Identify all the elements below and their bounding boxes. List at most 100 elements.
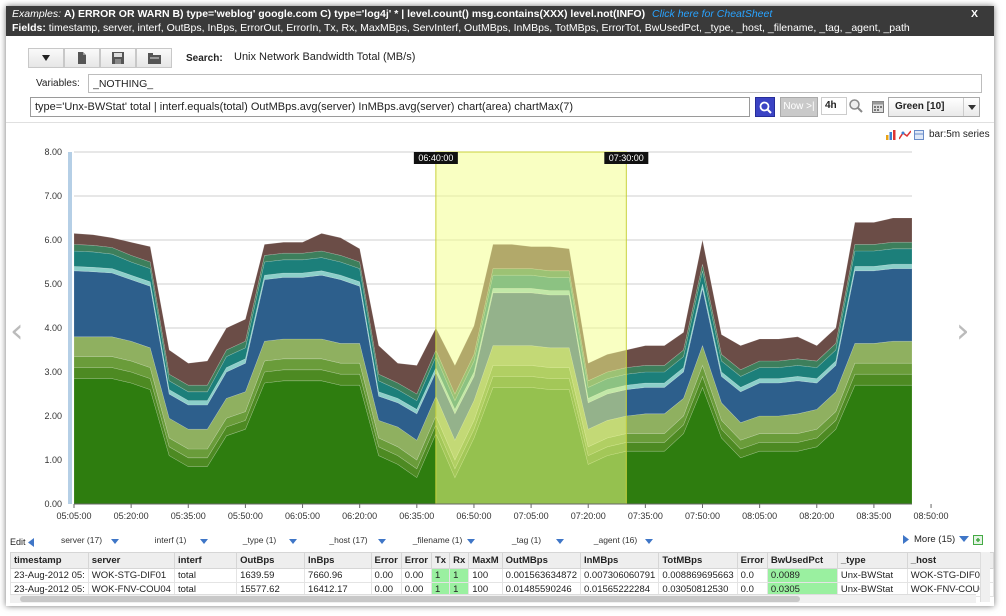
- column-header[interactable]: OutMBps: [501, 552, 581, 569]
- x-tick-label: 05:05:00: [56, 511, 91, 521]
- toolbar: [28, 48, 172, 72]
- table-cell: 1: [430, 568, 451, 583]
- table-row[interactable]: 23-Aug-2012 05: WOK-STG-DIF01 total 1639.59…: [10, 568, 994, 583]
- time-range-input[interactable]: 4h: [821, 97, 847, 115]
- table-cell: 0.0: [736, 568, 768, 583]
- data-table: timestamp server interf OutBps InBps Error Err…: [10, 552, 994, 597]
- table-cell: 100: [468, 568, 503, 583]
- table-cell: 0.00: [400, 568, 433, 583]
- x-tick-label: 06:05:00: [285, 511, 320, 521]
- column-header[interactable]: InBps: [304, 552, 372, 569]
- column-filter-dropdown[interactable]: _tag (1): [489, 535, 578, 545]
- column-header[interactable]: InMBps: [579, 552, 660, 569]
- chart-tools: bar:5m series: [886, 129, 990, 140]
- search-button[interactable]: [755, 97, 775, 117]
- column-filter-dropdown[interactable]: _type (1): [222, 535, 311, 545]
- cheatsheet-link[interactable]: Click here for CheatSheet: [652, 8, 773, 20]
- column-filter-dropdown[interactable]: _filename (1): [400, 535, 489, 545]
- area-chart[interactable]: 0.00 1.00 2.00 3.00 4.00 5.00 6.00 7.00 8.00 06:4…: [6, 146, 994, 526]
- bar-chart-icon[interactable]: [886, 129, 896, 140]
- search-label: Search:: [186, 53, 223, 64]
- scrollbar-thumb[interactable]: [20, 596, 800, 602]
- zoom-icon[interactable]: [848, 98, 864, 114]
- save-button[interactable]: [100, 48, 136, 68]
- table-icon[interactable]: [914, 129, 924, 140]
- column-header[interactable]: Error: [370, 552, 402, 569]
- more-columns-label[interactable]: More (15): [914, 534, 956, 545]
- column-header[interactable]: BwUsedPct: [766, 552, 838, 569]
- table-cell: 0.001563634872: [501, 568, 581, 583]
- column-header[interactable]: Rx: [449, 552, 470, 569]
- menu-dropdown-button[interactable]: [28, 48, 64, 68]
- column-header[interactable]: TotMBps: [658, 552, 738, 569]
- y-tick-label: 7.00: [44, 191, 62, 201]
- y-tick-label: 6.00: [44, 235, 62, 245]
- search-title: Unix Network Bandwidth Total (MB/s): [234, 51, 416, 63]
- y-tick-label: 1.00: [44, 455, 62, 465]
- x-tick-label: 06:35:00: [399, 511, 434, 521]
- export-icon[interactable]: [973, 534, 984, 545]
- column-header[interactable]: Error: [400, 552, 433, 569]
- calendar-icon[interactable]: [872, 101, 884, 113]
- line-chart-icon[interactable]: [899, 130, 911, 140]
- x-tick-label: 08:20:00: [799, 511, 834, 521]
- column-header[interactable]: MaxM: [468, 552, 503, 569]
- vertical-scrollbar[interactable]: [980, 552, 990, 602]
- column-header[interactable]: interf: [173, 552, 238, 569]
- now-button[interactable]: Now >|: [780, 97, 818, 117]
- theme-select[interactable]: Green [10]: [888, 97, 980, 117]
- save-icon: [112, 52, 124, 64]
- x-tick-label: 05:50:00: [228, 511, 263, 521]
- column-filter-dropdown[interactable]: server (17): [44, 535, 133, 545]
- column-header[interactable]: _type: [836, 552, 908, 569]
- column-header[interactable]: Tx: [430, 552, 451, 569]
- new-document-button[interactable]: [64, 48, 100, 68]
- app-window: Examples: A) ERROR OR WARN B) type='webl…: [6, 6, 994, 606]
- column-header[interactable]: OutBps: [236, 552, 306, 569]
- examples-label: Examples:: [12, 8, 62, 20]
- expand-right-icon[interactable]: [903, 535, 910, 544]
- chart-tools-label: bar:5m series: [929, 129, 990, 140]
- help-bar: Examples: A) ERROR OR WARN B) type='webl…: [6, 6, 994, 36]
- y-tick-label: 5.00: [44, 279, 62, 289]
- column-filter-dropdown[interactable]: _agent (16): [578, 535, 667, 545]
- column-header[interactable]: server: [87, 552, 175, 569]
- y-tick-label: 0.00: [44, 499, 62, 509]
- x-tick-label: 07:20:00: [571, 511, 606, 521]
- column-filter-dropdown[interactable]: _host (17): [311, 535, 400, 545]
- x-tick-label: 06:50:00: [456, 511, 491, 521]
- column-filters: server (17) interf (1) _type (1) _host (17)…: [44, 535, 667, 545]
- chevron-down-icon[interactable]: [959, 536, 970, 543]
- table-cell: 7660.96: [304, 568, 372, 583]
- folder-icon: [147, 52, 161, 64]
- table-cell: WOK-STG-DIF01: [87, 568, 175, 583]
- x-tick-label: 05:35:00: [171, 511, 206, 521]
- table-cell: 1: [449, 568, 470, 583]
- horizontal-scrollbar[interactable]: [10, 594, 976, 603]
- next-page-arrow[interactable]: ›: [956, 311, 970, 351]
- variables-input[interactable]: [88, 74, 982, 93]
- column-header[interactable]: Error: [736, 552, 768, 569]
- time-selection: [435, 151, 627, 505]
- fields-label: Fields:: [12, 22, 46, 34]
- x-tick-label: 07:50:00: [685, 511, 720, 521]
- column-filter-dropdown[interactable]: interf (1): [133, 535, 222, 545]
- close-button[interactable]: X: [970, 8, 978, 20]
- x-tick-label: 08:50:00: [914, 511, 949, 521]
- variables-label: Variables:: [36, 78, 80, 89]
- query-input[interactable]: [30, 97, 750, 117]
- prev-page-arrow[interactable]: ‹: [10, 311, 24, 351]
- edit-link[interactable]: Edit: [10, 537, 26, 547]
- x-tick-label: 07:05:00: [514, 511, 549, 521]
- area-series-9: [73, 217, 913, 395]
- search-icon: [759, 101, 772, 114]
- grid-toolbar: Edit: [10, 535, 990, 549]
- fields-text: timestamp, server, interf, OutBps, InBps…: [48, 22, 910, 34]
- examples-row: Examples: A) ERROR OR WARN B) type='webl…: [12, 7, 988, 21]
- table-cell: 0.00: [370, 568, 402, 583]
- column-header[interactable]: timestamp: [10, 552, 89, 569]
- y-tick-label: 3.00: [44, 367, 62, 377]
- open-folder-button[interactable]: [136, 48, 172, 68]
- collapse-left-icon[interactable]: [28, 537, 35, 547]
- column-header[interactable]: _host: [906, 552, 994, 569]
